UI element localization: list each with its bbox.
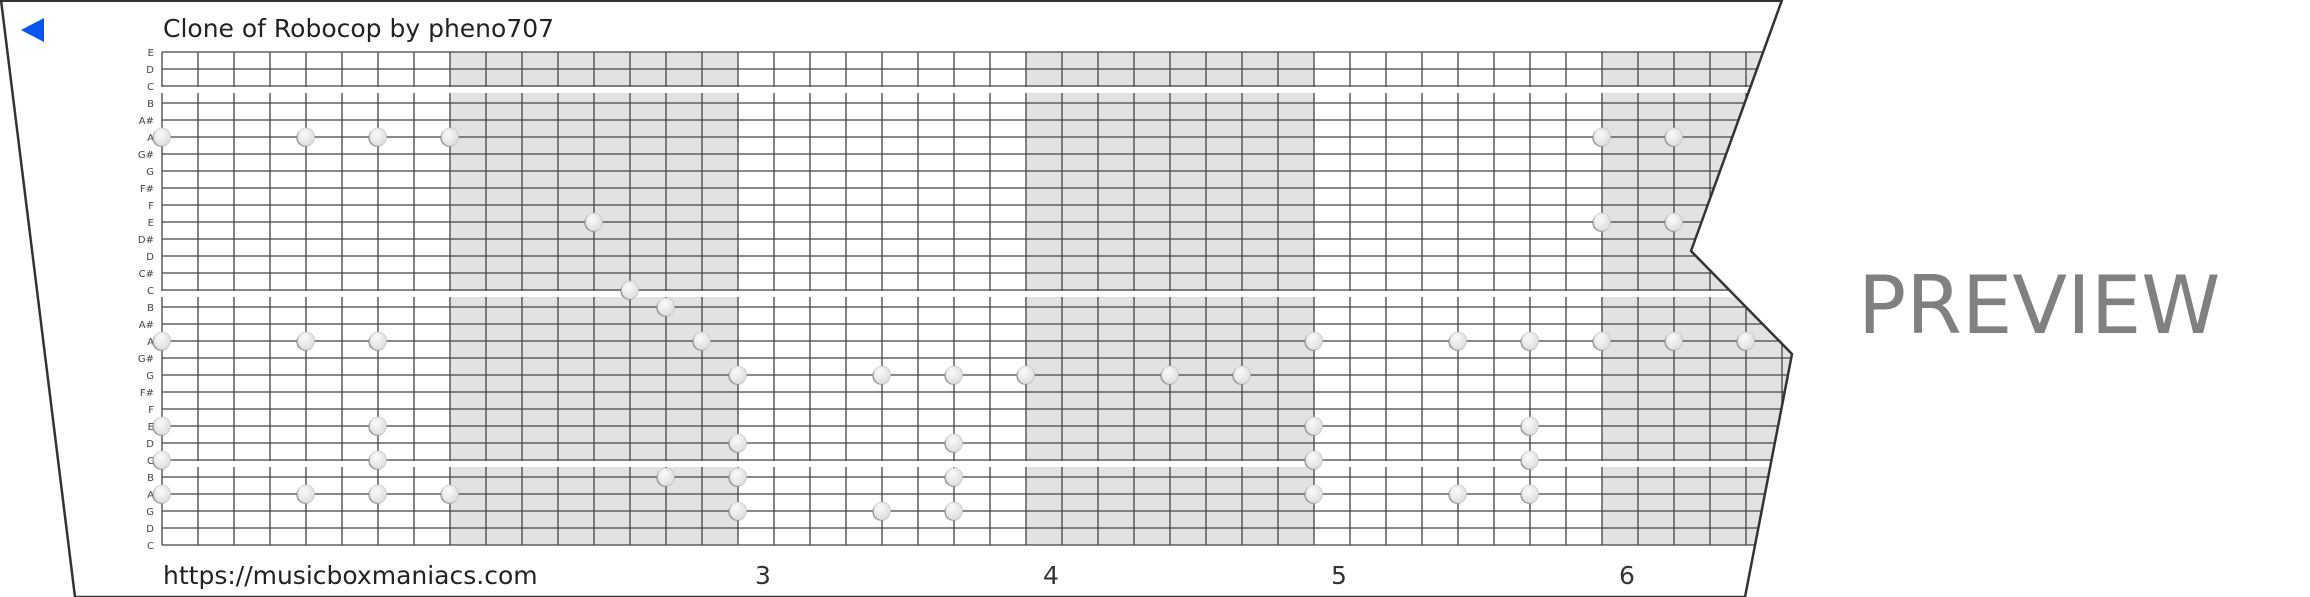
pitch-label: F# <box>140 388 154 399</box>
pitch-label: G# <box>138 354 154 365</box>
preview-watermark: PREVIEW <box>1858 259 2220 352</box>
pitch-label: A <box>147 337 154 348</box>
note-hole[interactable] <box>1305 484 1323 504</box>
note-hole[interactable] <box>729 467 747 487</box>
pitch-label: C <box>147 541 154 552</box>
notes <box>152 127 1755 521</box>
note-hole[interactable] <box>297 127 315 147</box>
pitch-label: C <box>147 82 154 93</box>
pitch-label: C <box>147 456 154 467</box>
note-hole[interactable] <box>585 212 603 232</box>
section-gap <box>160 461 1792 467</box>
note-hole[interactable] <box>1665 212 1683 232</box>
note-hole[interactable] <box>1017 365 1035 385</box>
pitch-label: D <box>146 65 154 76</box>
pitch-label: B <box>147 303 154 314</box>
note-hole[interactable] <box>1521 416 1539 436</box>
note-hole[interactable] <box>369 331 387 351</box>
note-hole[interactable] <box>729 433 747 453</box>
note-hole[interactable] <box>873 365 891 385</box>
note-hole[interactable] <box>657 467 675 487</box>
pitch-label: E <box>148 48 154 59</box>
pitch-label: E <box>148 218 154 229</box>
note-hole[interactable] <box>153 127 171 147</box>
note-hole[interactable] <box>1521 450 1539 470</box>
pitch-label: A <box>147 133 154 144</box>
measure-number: 3 <box>755 561 771 590</box>
section-gap <box>160 291 1792 297</box>
note-hole[interactable] <box>1665 127 1683 147</box>
pitch-label: C <box>147 286 154 297</box>
song-title: Clone of Robocop by pheno707 <box>163 14 554 43</box>
note-grid <box>160 51 1792 546</box>
note-hole[interactable] <box>945 365 963 385</box>
note-hole[interactable] <box>369 484 387 504</box>
note-hole[interactable] <box>1593 127 1611 147</box>
note-hole[interactable] <box>153 450 171 470</box>
note-hole[interactable] <box>1521 331 1539 351</box>
measure-numbers: 3 4 5 6 <box>755 561 1635 590</box>
pitch-label: F <box>148 405 154 416</box>
pitch-label: B <box>147 99 154 110</box>
note-hole[interactable] <box>657 297 675 317</box>
note-hole[interactable] <box>729 501 747 521</box>
pitch-label: D <box>146 252 154 263</box>
note-hole[interactable] <box>1233 365 1251 385</box>
pitch-label: D <box>146 524 154 535</box>
pitch-label: A <box>147 490 154 501</box>
pitch-label: G <box>146 371 154 382</box>
note-hole[interactable] <box>441 127 459 147</box>
note-hole[interactable] <box>153 416 171 436</box>
note-hole[interactable] <box>297 484 315 504</box>
pitch-label: A# <box>139 320 154 331</box>
pitch-label: D# <box>138 235 154 246</box>
note-hole[interactable] <box>1737 331 1755 351</box>
note-hole[interactable] <box>621 280 639 300</box>
note-hole[interactable] <box>369 127 387 147</box>
pitch-label: C# <box>139 269 154 280</box>
note-hole[interactable] <box>945 467 963 487</box>
note-hole[interactable] <box>369 416 387 436</box>
note-hole[interactable] <box>441 484 459 504</box>
note-hole[interactable] <box>1305 416 1323 436</box>
note-hole[interactable] <box>693 331 711 351</box>
note-hole[interactable] <box>369 450 387 470</box>
site-url[interactable]: https://musicboxmaniacs.com <box>163 561 538 590</box>
note-hole[interactable] <box>297 331 315 351</box>
pitch-label: B <box>147 473 154 484</box>
pitch-label: E <box>148 422 154 433</box>
section-gap <box>160 87 1792 93</box>
note-hole[interactable] <box>729 365 747 385</box>
back-triangle-icon[interactable] <box>21 18 44 42</box>
note-hole[interactable] <box>1665 331 1683 351</box>
note-hole[interactable] <box>1521 484 1539 504</box>
measure-number: 5 <box>1331 561 1347 590</box>
note-hole[interactable] <box>1449 331 1467 351</box>
note-hole[interactable] <box>1593 331 1611 351</box>
measure-number: 4 <box>1043 561 1059 590</box>
pitch-label: F <box>148 201 154 212</box>
note-hole[interactable] <box>945 433 963 453</box>
paper-outline <box>0 0 1794 597</box>
pitch-label: D <box>146 439 154 450</box>
pitch-label: G <box>146 507 154 518</box>
note-hole[interactable] <box>1449 484 1467 504</box>
note-hole[interactable] <box>1305 331 1323 351</box>
note-hole[interactable] <box>873 501 891 521</box>
pitch-label: F# <box>140 184 154 195</box>
note-hole[interactable] <box>945 501 963 521</box>
pitch-label: G# <box>138 150 154 161</box>
note-hole[interactable] <box>153 331 171 351</box>
note-hole[interactable] <box>1593 212 1611 232</box>
note-hole[interactable] <box>1305 450 1323 470</box>
note-hole[interactable] <box>153 484 171 504</box>
note-hole[interactable] <box>1161 365 1179 385</box>
pitch-label: A# <box>139 116 154 127</box>
pitch-label: G <box>146 167 154 178</box>
measure-number: 6 <box>1619 561 1635 590</box>
